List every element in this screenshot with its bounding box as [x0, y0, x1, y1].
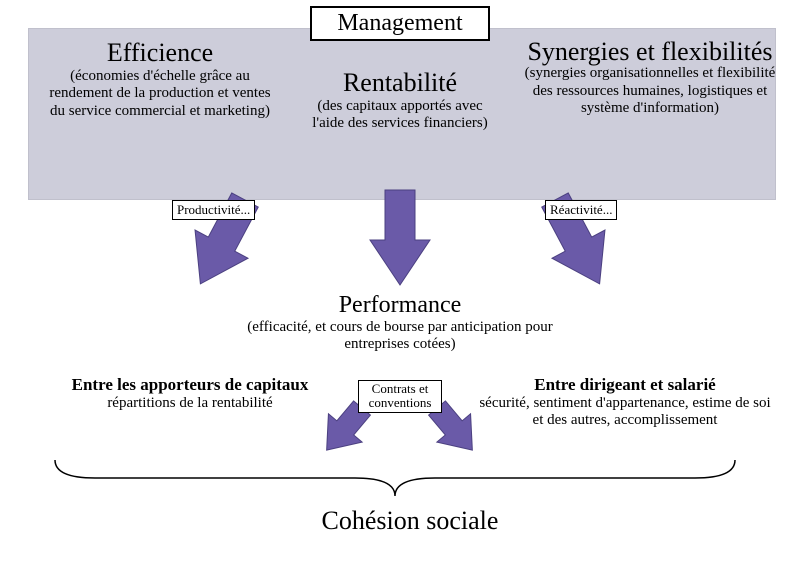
title-text: Management — [337, 10, 462, 36]
final-text: Cohésion sociale — [322, 506, 499, 535]
label-contrats: Contrats et conventions — [358, 380, 442, 413]
title-box: Management — [310, 6, 490, 41]
label-reactivite-text: Réactivité... — [550, 202, 612, 217]
capitaux-title: Entre les apporteurs de capitaux — [40, 375, 340, 395]
column-rentabilite: Rentabilité (des capitaux apportés avec … — [300, 68, 500, 133]
col-left-sub: (économies d'échelle grâce au rendement … — [45, 68, 275, 120]
col-right-title: Synergies et flexibilités — [520, 38, 780, 65]
block-salarie: Entre dirigeant et salarié sécurité, sen… — [475, 375, 775, 430]
label-contrats-l1: Contrats et — [372, 381, 429, 396]
label-contrats-l2: conventions — [369, 395, 432, 410]
column-efficience: Efficience (économies d'échelle grâce au… — [45, 38, 275, 120]
col-center-sub: (des capitaux apportés avec l'aide des s… — [300, 98, 500, 133]
label-reactivite: Réactivité... — [545, 200, 617, 220]
performance-title: Performance — [245, 292, 555, 319]
performance-block: Performance (efficacité, et cours de bou… — [245, 292, 555, 354]
col-left-title: Efficience — [45, 38, 275, 68]
salarie-sub: sécurité, sentiment d'appartenance, esti… — [475, 395, 775, 430]
label-productivite-text: Productivité... — [177, 202, 250, 217]
salarie-title: Entre dirigeant et salarié — [475, 375, 775, 395]
final-label: Cohésion sociale — [290, 506, 530, 536]
col-center-title: Rentabilité — [300, 68, 500, 98]
performance-sub: (efficacité, et cours de bourse par anti… — [245, 319, 555, 354]
col-right-sub: (synergies organisationnelles et flexibi… — [520, 65, 780, 117]
block-capitaux: Entre les apporteurs de capitaux réparti… — [40, 375, 340, 412]
label-productivite: Productivité... — [172, 200, 255, 220]
capitaux-sub: répartitions de la rentabilité — [40, 395, 340, 412]
bottom-brace — [55, 460, 735, 500]
arrow-rentabilite — [370, 190, 430, 290]
column-synergies: Synergies et flexibilités (synergies org… — [520, 38, 780, 117]
